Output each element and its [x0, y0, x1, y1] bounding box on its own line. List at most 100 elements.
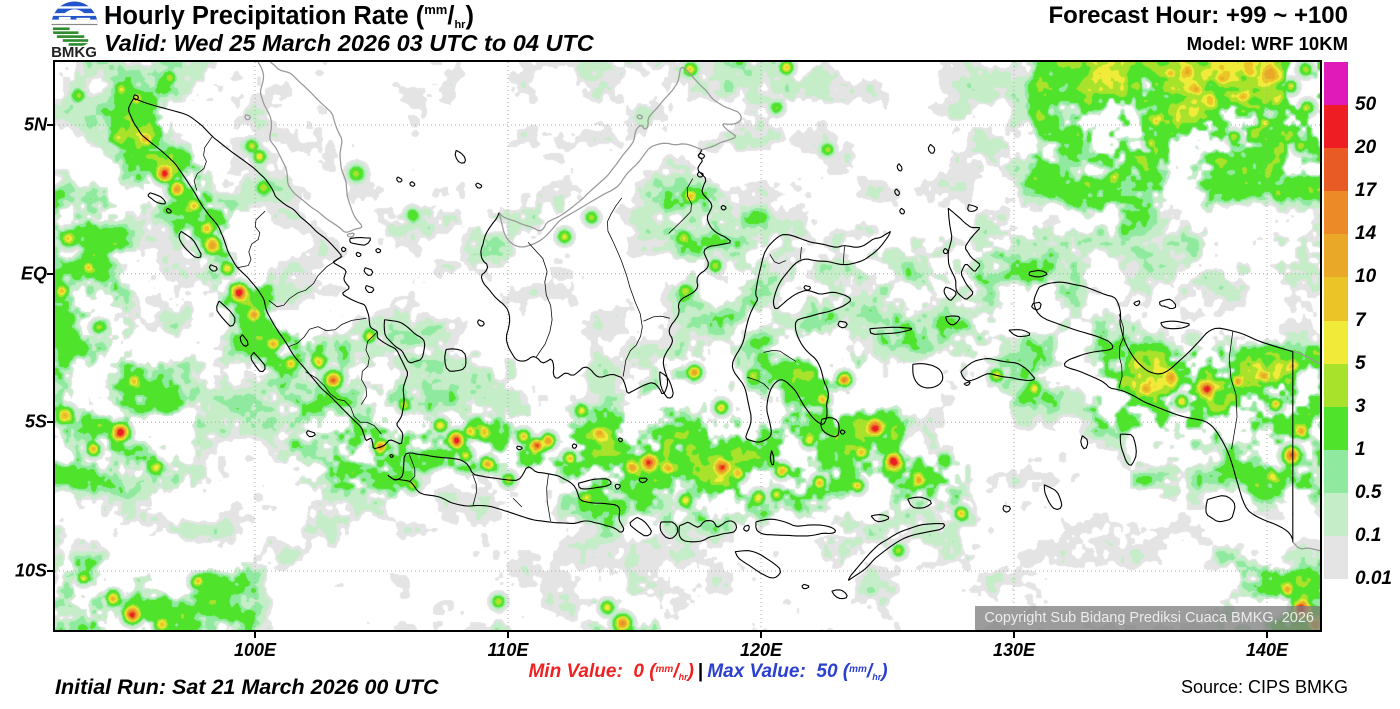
coastline-indonesia: [363, 267, 374, 276]
coastline-indonesia: [128, 97, 408, 450]
coastline-indonesia: [734, 550, 782, 579]
max-unit-denominator: hr: [872, 672, 882, 682]
coastline-indonesia: [894, 188, 900, 197]
min-unit-denominator: hr: [678, 672, 688, 682]
province-border: [193, 136, 213, 191]
coastline-foreign: [498, 142, 702, 248]
colorbar-label: 20: [1355, 137, 1377, 159]
coastline-indonesia: [305, 430, 316, 438]
coastline-indonesia: [571, 443, 578, 449]
coastline-indonesia: [731, 230, 892, 443]
coastline-indonesia: [638, 477, 648, 484]
colorbar-segment: [1324, 191, 1348, 235]
colorbar-segment: [1324, 363, 1348, 408]
coastline-indonesia: [239, 334, 249, 347]
precipitation-field-canvas: [55, 62, 1320, 630]
title-unit-denominator: hr: [454, 19, 466, 31]
coastline-indonesia: [742, 524, 750, 532]
coastline-indonesia: [870, 514, 890, 523]
forecast-hour-label: Forecast Hour: +99 ~ +100: [1048, 2, 1348, 29]
x-axis-tick: [1265, 630, 1268, 638]
province-border: [546, 473, 551, 522]
title-unit-numerator: mm: [424, 2, 448, 17]
y-axis-label: 5N: [23, 114, 47, 135]
coastline-indonesia: [1002, 504, 1012, 513]
coastline-indonesia: [755, 518, 837, 537]
coastline-indonesia: [375, 247, 382, 254]
coastline-indonesia: [837, 320, 848, 329]
source-label: Source: CIPS BMKG: [1180, 677, 1348, 697]
coastline-indonesia: [364, 284, 375, 294]
colorbar-segment: [1324, 62, 1348, 106]
coastline-indonesia: [697, 152, 706, 159]
province-border: [842, 246, 845, 265]
y-axis-tick: [47, 569, 55, 572]
province-border: [512, 497, 523, 508]
coastline-foreign: [257, 62, 363, 233]
coastline-indonesia: [1031, 301, 1042, 311]
x-axis-tick: [506, 630, 509, 638]
model-label: Model: WRF 10KM: [1186, 33, 1348, 54]
coastline-foreign: [1292, 541, 1320, 552]
x-axis-tick: [759, 630, 762, 638]
coastline-indonesia: [629, 516, 653, 537]
coastline-indonesia: [1039, 281, 1293, 375]
province-border: [268, 256, 343, 308]
province-border: [1118, 313, 1124, 389]
bmkg-logo: [51, 1, 98, 48]
coastline-indonesia: [383, 319, 426, 364]
coastline-foreign: [1292, 350, 1320, 365]
province-border: [360, 331, 378, 405]
coastline-indonesia: [454, 149, 467, 164]
colorbar-label: 3: [1355, 395, 1366, 417]
coastline-foreign: [498, 66, 742, 232]
logo-terraces: [52, 27, 93, 46]
min-unit-slash: /: [673, 661, 679, 682]
colorbar-segment: [1324, 320, 1348, 365]
colorbar-label: 0.01: [1355, 568, 1392, 589]
y-axis-tick: [47, 272, 55, 275]
province-border: [289, 317, 367, 347]
coastline-indonesia: [476, 319, 485, 327]
coastline-indonesia: [165, 207, 172, 214]
bmkg-logo-text: BMKG: [51, 44, 97, 61]
coastline-indonesia: [389, 453, 394, 458]
x-axis-label: 110E: [487, 640, 529, 660]
colorbar-label: 0.5: [1355, 481, 1382, 503]
precipitation-map[interactable]: Copyright Sub Bidang Prediksi Cuaca BMKG…: [15, 60, 1322, 660]
max-unit-open: (: [842, 661, 850, 682]
coastline-indonesia: [1160, 320, 1190, 330]
title-close-paren: ): [465, 2, 474, 30]
max-unit-slash: /: [866, 661, 873, 682]
coastline-indonesia: [216, 300, 236, 327]
coastline-indonesia: [208, 264, 218, 272]
colorbar-label: 50: [1355, 94, 1377, 116]
coastline-indonesia: [769, 450, 775, 466]
min-value-number: 0: [633, 661, 644, 682]
coastline-indonesia: [147, 192, 166, 205]
max-unit-numerator: mm: [849, 664, 867, 675]
coastline-indonesia: [927, 143, 936, 154]
colorbar-legend: 50 20 17 14 10 7 5 3 1 0.5 0.1 0.01: [1324, 62, 1392, 589]
coastline-indonesia: [396, 176, 403, 183]
coastline-indonesia: [907, 496, 932, 509]
coastline-indonesia: [659, 371, 674, 399]
coastline-indonesia: [967, 204, 978, 213]
x-axis-label: 140E: [1245, 640, 1289, 660]
colorbar-segment: [1324, 406, 1348, 451]
page-title: Hourly Precipitation Rate (mm/hr): [104, 2, 474, 31]
coastline-indonesia: [947, 207, 981, 300]
colorbar-label: 5: [1355, 352, 1366, 374]
valid-time-label: Valid: Wed 25 March 2026 03 UTC to 04 UT…: [104, 30, 594, 56]
max-value-number: 50: [816, 661, 838, 682]
min-unit-open: (: [649, 661, 656, 682]
coastline-indonesia: [896, 163, 903, 172]
province-border: [527, 242, 553, 358]
coastline-indonesia: [355, 251, 362, 258]
x-axis-label: 100E: [233, 640, 277, 660]
coastline-indonesia: [1028, 269, 1048, 278]
province-border: [668, 178, 694, 234]
title-unit-slash: /: [447, 2, 455, 30]
province-border: [1228, 331, 1238, 450]
coastline-indonesia: [1119, 433, 1137, 466]
